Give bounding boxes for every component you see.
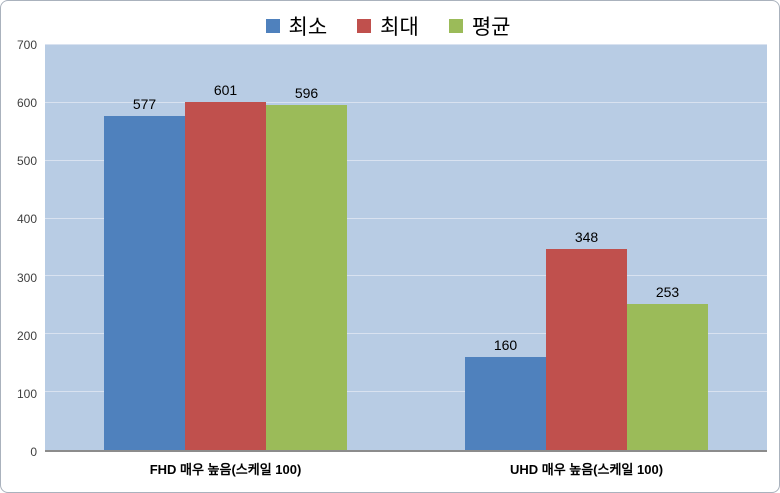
gridline — [45, 101, 767, 103]
y-tick-label: 600 — [16, 96, 37, 111]
bar-value-label: 601 — [213, 82, 238, 99]
legend-label-avg: 평균 — [471, 16, 511, 39]
y-tick-label: 400 — [16, 212, 37, 227]
x-axis-label-fhd: FHD 매우 높음(스케일 100) — [149, 461, 302, 477]
bar-최대 — [546, 248, 627, 450]
bar-value-label: 160 — [493, 337, 518, 354]
bar-평균 — [266, 105, 347, 450]
bar-value-label: 253 — [655, 283, 680, 300]
y-axis: 0 100 200 300 400 500 600 700 — [9, 38, 45, 459]
bar-평균 — [627, 303, 708, 450]
legend-swatch-min — [265, 19, 280, 33]
legend-label-max: 최대 — [380, 16, 419, 39]
gridline — [45, 217, 767, 219]
bar-value-label: 577 — [132, 96, 157, 113]
bar-column: 253 — [627, 45, 708, 450]
gridline — [45, 159, 767, 161]
bar-value-label: 348 — [574, 228, 599, 245]
y-tick-label: 0 — [30, 445, 37, 459]
bar-최대 — [185, 102, 266, 450]
y-tick-label: 200 — [16, 328, 37, 343]
legend-label-min: 최소 — [288, 16, 328, 39]
x-axis-label-uhd: UHD 매우 높음(스케일 100) — [509, 461, 664, 477]
bar-최소 — [104, 116, 185, 450]
gridline — [45, 275, 767, 277]
bar-column: 577 — [104, 45, 185, 450]
legend-item-avg: 평균 — [448, 11, 511, 41]
legend-swatch-avg — [448, 19, 463, 33]
y-tick-label: 500 — [16, 154, 37, 169]
y-tick-label: 300 — [16, 270, 37, 285]
plot-area: 577 601 596 160 348 253 — [45, 44, 767, 452]
plot-column: 577 601 596 160 348 253 FHD 매우 높음(스케일 100) UH… — [45, 44, 767, 484]
bar-최소 — [465, 357, 546, 450]
legend-item-max: 최대 — [357, 11, 419, 41]
bar-column: 160 — [465, 45, 546, 450]
gridline — [45, 44, 767, 45]
x-axis: FHD 매우 높음(스케일 100) UHD 매우 높음(스케일 100) — [45, 452, 767, 484]
gridline — [45, 391, 767, 393]
legend-swatch-max — [357, 19, 372, 33]
y-tick-label: 100 — [16, 386, 37, 401]
bar-group: 577 601 596 — [45, 45, 406, 450]
bar-column: 348 — [546, 45, 627, 450]
gridline — [45, 333, 767, 335]
bar-column: 596 — [266, 45, 347, 450]
y-tick-label: 700 — [16, 38, 37, 52]
legend: 최소 최대 평균 — [9, 7, 767, 45]
bar-value-label: 596 — [294, 85, 319, 102]
bar-group: 160 348 253 — [406, 45, 767, 450]
legend-item-min: 최소 — [265, 11, 328, 41]
bar-column: 601 — [185, 45, 266, 450]
chart-body: 0 100 200 300 400 500 600 700 577 601 596 160 348 25… — [9, 38, 767, 484]
